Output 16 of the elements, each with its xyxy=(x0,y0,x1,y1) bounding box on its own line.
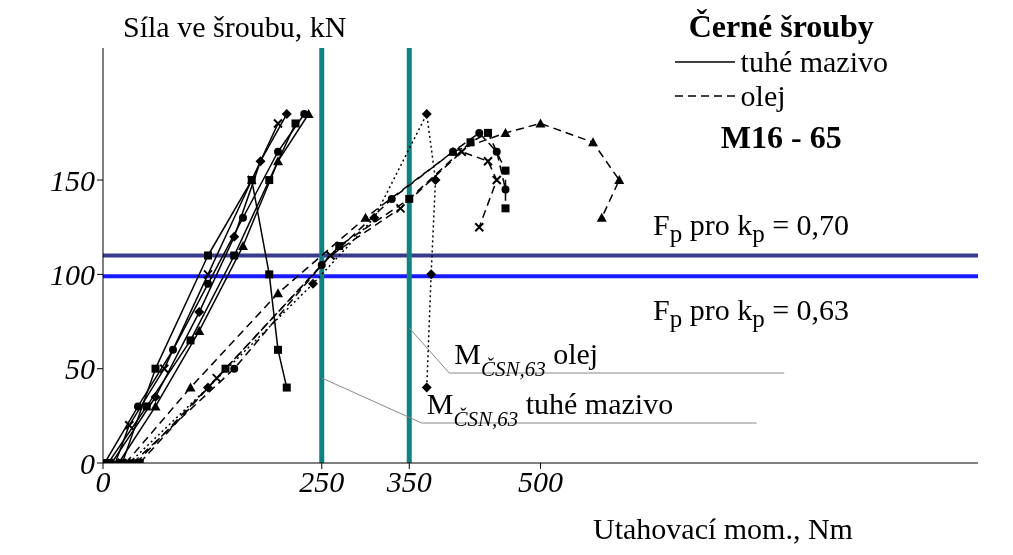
ref-line-label: M$_{ČSN,63}$ tuhé mazivo xyxy=(426,387,674,431)
ref-line-label: M$_{ČSN,63}$ olej xyxy=(454,337,599,381)
x-tick-label: 350 xyxy=(385,465,432,499)
x-tick-label: 500 xyxy=(518,465,563,499)
y-tick-label: 50 xyxy=(65,352,95,386)
y-tick-label: 100 xyxy=(50,258,95,292)
y-axis-title: Síla ve šroubu, kN xyxy=(123,10,347,44)
chart-title: Černé šrouby xyxy=(687,8,875,45)
x-axis-title: Utahovací mom., Nm xyxy=(593,512,853,546)
x-tick-label: 250 xyxy=(299,465,345,499)
text: M16 - 65 xyxy=(719,119,843,156)
annotation: F$_{p}$ pro k$_{p}$ = 0,70 xyxy=(653,208,850,248)
legend-label: olej xyxy=(740,79,786,113)
legend-label: tuhé mazivo xyxy=(740,45,888,79)
y-tick-label: 150 xyxy=(50,163,95,197)
annotation: F$_{p}$ pro k$_{p}$ = 0,63 xyxy=(653,293,850,333)
